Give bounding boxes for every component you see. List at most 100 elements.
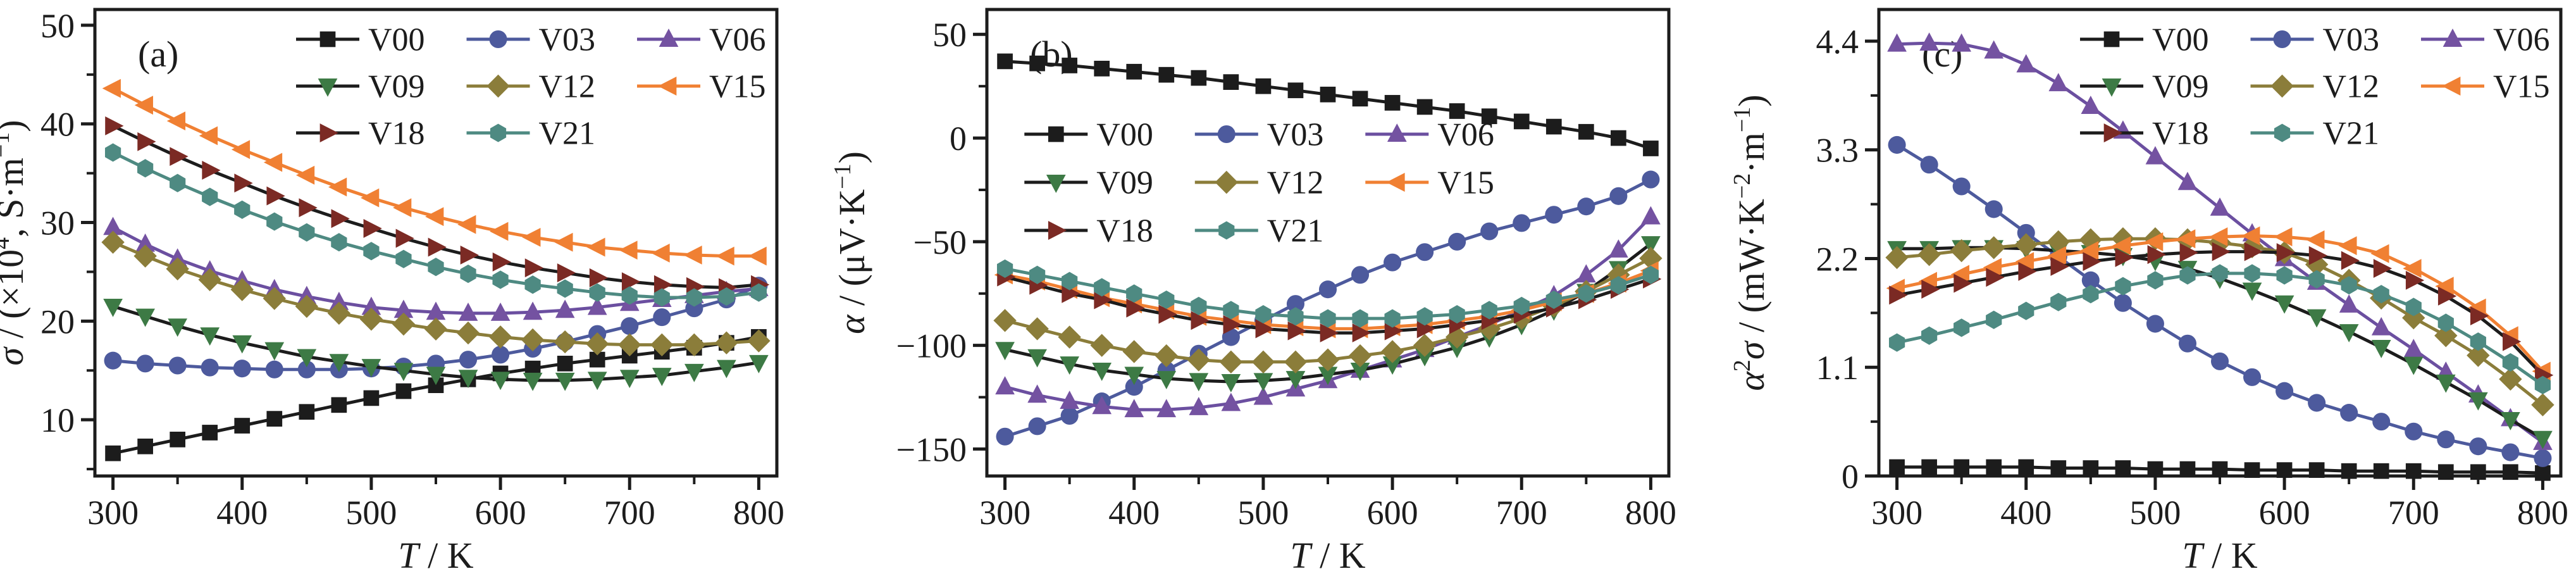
x-tick-label: 700 [2388, 494, 2439, 532]
data-point [2079, 241, 2099, 260]
data-point [2470, 332, 2486, 351]
data-point [2018, 459, 2034, 475]
data-point [586, 237, 605, 257]
data-point [2115, 277, 2131, 296]
data-point [1384, 253, 1402, 272]
data-point [2050, 292, 2067, 311]
data-point [1921, 459, 1937, 475]
data-point [1062, 284, 1081, 303]
data-point [361, 296, 381, 315]
legend-label: V03 [1267, 117, 1324, 153]
data-point [458, 370, 478, 389]
data-point [1348, 344, 1372, 368]
data-point [2081, 96, 2101, 114]
legend-label: V09 [1096, 165, 1153, 201]
data-point [2050, 460, 2067, 476]
y-axis-title-a: σ / (×104, S·m−1) [0, 120, 31, 365]
y-tick-label: 0 [950, 120, 967, 158]
data-point [587, 296, 607, 315]
data-point [1124, 399, 1144, 418]
data-point [105, 116, 124, 135]
data-point [263, 287, 286, 310]
y-tick-label: 50 [932, 16, 967, 54]
data-point [2274, 295, 2294, 314]
legend-label: V06 [709, 22, 766, 58]
data-point [266, 186, 285, 206]
data-point [395, 229, 414, 248]
data-point [1320, 323, 1339, 342]
data-point [996, 259, 1013, 279]
data-point [1286, 295, 1304, 313]
data-point [490, 222, 509, 241]
data-point [426, 301, 446, 320]
data-point [395, 249, 412, 268]
data-point [554, 232, 573, 252]
data-point [318, 78, 338, 97]
data-point [1316, 348, 1340, 372]
data-point [1060, 356, 1080, 375]
data-point [2470, 306, 2489, 325]
data-point [1191, 70, 1207, 86]
y-axis-title-c: α2σ / (mW·K−2·m−1) [1729, 94, 1772, 391]
legend-item-V09: V09 [2080, 69, 2209, 105]
data-point [426, 366, 446, 385]
data-point [1642, 265, 1659, 284]
data-point [557, 356, 573, 372]
data-point [105, 445, 121, 461]
data-point [2270, 74, 2294, 98]
data-point [2177, 172, 2198, 191]
data-point [331, 209, 350, 229]
data-point [234, 418, 251, 434]
data-point [1986, 268, 2005, 287]
legend-label: V06 [2493, 22, 2550, 58]
data-point [659, 28, 679, 47]
data-point [1025, 317, 1049, 341]
data-point [1187, 348, 1211, 372]
data-point [1320, 309, 1336, 328]
data-point [1954, 273, 1972, 293]
data-point [2403, 259, 2422, 279]
data-point [717, 360, 736, 379]
data-point [327, 301, 351, 325]
legend-item-V12: V12 [1194, 165, 1323, 201]
data-point [2373, 259, 2393, 279]
data-point [1253, 386, 1273, 405]
data-point [166, 257, 189, 280]
data-point [715, 331, 738, 354]
data-point [424, 317, 448, 341]
data-point [202, 161, 221, 180]
data-point [2276, 266, 2293, 285]
data-point [1048, 126, 1064, 142]
legend-label: V09 [368, 69, 425, 105]
legend-label: V00 [1096, 117, 1153, 153]
data-point [234, 200, 251, 219]
data-point [2244, 462, 2260, 478]
data-point [2437, 430, 2455, 449]
data-point [1952, 33, 1972, 52]
data-point [715, 246, 734, 266]
legend-item-V21: V21 [1194, 213, 1323, 249]
data-point [524, 275, 541, 294]
data-point [2308, 462, 2325, 478]
data-point [200, 327, 220, 346]
data-point [1060, 391, 1080, 410]
data-point [2048, 73, 2069, 92]
data-point [2341, 276, 2357, 295]
panel-label-a: (a) [138, 34, 178, 75]
data-point [1384, 309, 1401, 328]
data-point [2212, 264, 2228, 283]
data-point [1578, 123, 1594, 140]
data-point [2443, 28, 2463, 47]
legend-item-V00: V00 [2080, 22, 2209, 58]
data-point [2534, 449, 2552, 467]
data-point [1028, 417, 1046, 435]
data-point [166, 111, 186, 131]
data-point [1094, 278, 1110, 297]
data-point [589, 268, 609, 287]
data-point [2212, 461, 2228, 477]
data-point [2339, 294, 2359, 313]
data-point [2083, 460, 2099, 476]
y-tick-label: 50 [40, 7, 75, 45]
data-point [1320, 86, 1336, 103]
data-point [265, 360, 283, 379]
